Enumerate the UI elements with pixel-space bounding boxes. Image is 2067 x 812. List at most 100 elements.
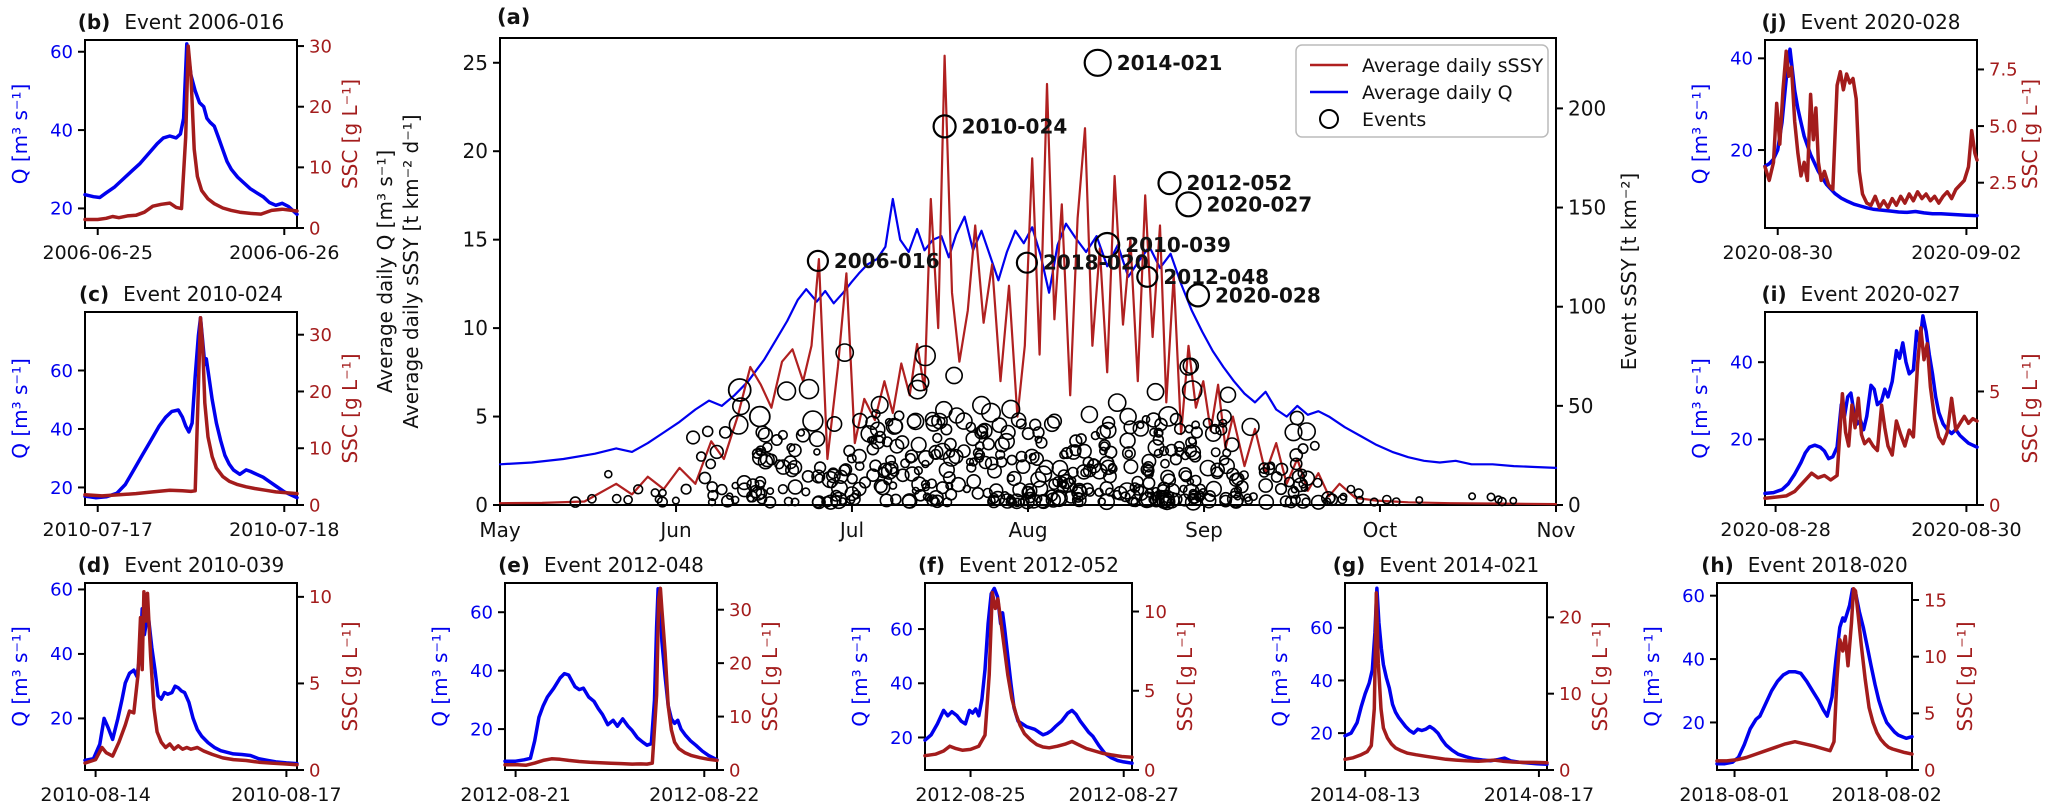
event-circle <box>1015 251 1039 274</box>
event-scatter-point <box>1025 493 1042 509</box>
event-scatter-point <box>790 497 800 507</box>
plot-border <box>1716 582 1913 771</box>
event-scatter-point <box>1145 412 1162 428</box>
event-scatter-point <box>1248 492 1258 502</box>
event-scatter-point <box>1355 495 1365 505</box>
event-scatter-point <box>1239 470 1250 481</box>
y-tick-label: 40 <box>1730 49 1753 70</box>
y-tick-label: 20 <box>1682 713 1705 734</box>
event-scatter-point <box>813 448 821 456</box>
event-scatter-point <box>632 484 644 495</box>
event-scatter-point <box>845 494 856 505</box>
axis-label: SSC [g L⁻¹] <box>338 353 362 463</box>
event-scatter-point <box>1184 444 1198 458</box>
event-label: 2020-028 <box>1215 283 1321 307</box>
event-label: 2012-052 <box>1187 171 1293 195</box>
y-tick-label: 2.5 <box>1989 173 2018 194</box>
event-circle <box>1136 265 1159 288</box>
event-scatter-point <box>736 475 752 491</box>
event-scatter-point <box>1195 483 1207 495</box>
event-scatter-point <box>1071 486 1085 500</box>
event-scatter-point <box>883 476 893 486</box>
y-tick-label: 5.0 <box>1989 116 2018 137</box>
event-scatter-point <box>814 473 825 484</box>
y-tick-label: 0 <box>1568 493 1581 517</box>
event-scatter-point <box>770 433 783 446</box>
event-scatter-point <box>1184 424 1194 434</box>
y-tick-label: 0 <box>1559 760 1570 781</box>
event-scatter-point <box>1076 443 1092 459</box>
y-tick-label: 60 <box>470 603 493 624</box>
event-scatter-point <box>987 494 1001 509</box>
event-scatter-point <box>1099 421 1117 439</box>
event-scatter-point <box>965 431 981 447</box>
event-scatter-point <box>826 415 843 432</box>
event-scatter-point <box>1162 473 1177 488</box>
legend-label: Average daily sSSY <box>1362 55 1544 77</box>
event-scatter-point <box>1107 462 1117 472</box>
y-tick-label: 30 <box>309 36 332 57</box>
event-scatter-point <box>1339 492 1348 501</box>
x-tick-label: 2012-08-21 <box>460 784 570 806</box>
event-scatter-point <box>994 437 1010 453</box>
event-scatter-point <box>1119 407 1137 426</box>
event-scatter-point <box>1071 492 1087 508</box>
event-scatter-point <box>775 459 792 475</box>
event-scatter-point <box>994 449 1006 460</box>
event-scatter-point <box>1045 492 1062 508</box>
event-scatter-point <box>569 496 582 508</box>
axis-label: Q [m³ s⁻¹] <box>1268 626 1292 727</box>
event-scatter-point <box>1486 492 1496 502</box>
event-scatter-point <box>873 479 888 494</box>
event-scatter-point <box>623 494 633 505</box>
event-scatter-point <box>720 494 734 508</box>
event-scatter-point <box>965 457 975 467</box>
y-tick-label: 5 <box>475 405 488 429</box>
panel-g: (g) Event 2014-021 20 40 60 0 10 20 2014-08-13 20… <box>1268 553 1612 806</box>
y-tick-label: 5 <box>1924 704 1935 725</box>
event-scatter-point <box>611 493 622 504</box>
event-scatter-point <box>984 456 999 471</box>
event-scatter-point <box>907 379 928 400</box>
event-scatter-point <box>685 430 701 445</box>
event-scatter-point <box>1088 458 1099 469</box>
y-tick-label: 20 <box>729 653 752 674</box>
event-scatter-point <box>835 343 855 363</box>
x-tick-label: 2020-08-30 <box>1911 519 2021 541</box>
event-scatter-point <box>995 456 1008 468</box>
axis-label: SSC [g L⁻¹] <box>2018 79 2042 189</box>
y-tick-label: 5 <box>1144 681 1155 702</box>
axis-label: SSC [g L⁻¹] <box>338 621 362 731</box>
y-tick-label: 60 <box>1310 618 1333 639</box>
panel-title: (a) <box>497 5 530 29</box>
event-scatter-point <box>1012 482 1028 498</box>
event-scatter-point <box>1094 487 1104 497</box>
q-line <box>1715 587 1914 766</box>
event-scatter-point <box>889 493 902 506</box>
x-tick-label: 2018-08-01 <box>1679 784 1789 806</box>
event-scatter-point <box>654 495 663 504</box>
event-scatter-point <box>1098 493 1115 511</box>
axis-label: SSC [g L⁻¹] <box>1588 621 1612 731</box>
event-scatter-point <box>1169 492 1183 506</box>
x-tick-label: 2006-06-25 <box>43 242 153 264</box>
panel-title: (i) Event 2020-027 <box>1761 282 1960 306</box>
event-scatter-point <box>917 450 935 467</box>
event-scatter-point <box>879 493 894 508</box>
event-scatter-point <box>797 428 806 437</box>
plot-border <box>1344 582 1548 771</box>
y-tick-label: 60 <box>50 42 73 63</box>
event-circle <box>1157 171 1182 196</box>
event-scatter-point <box>1098 439 1111 452</box>
event-scatter-point <box>783 455 798 470</box>
event-scatter-point <box>1297 468 1308 479</box>
event-scatter-point <box>982 487 993 499</box>
y-tick-label: 60 <box>50 361 73 382</box>
panel-c: (c) Event 2010-024 20 40 60 0 10 20 30 2010-07-17… <box>8 282 362 541</box>
event-scatter-point <box>888 481 898 490</box>
axis-label: Q [m³ s⁻¹] <box>848 626 872 727</box>
q-line <box>83 316 299 500</box>
event-scatter-point <box>830 489 843 502</box>
event-scatter-point <box>924 493 933 502</box>
